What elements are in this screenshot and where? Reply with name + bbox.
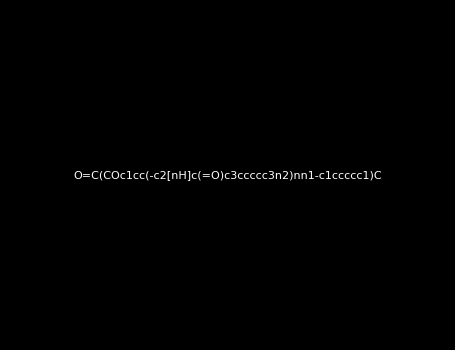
Text: O=C(COc1cc(-c2[nH]c(=O)c3ccccc3n2)nn1-c1ccccc1)C: O=C(COc1cc(-c2[nH]c(=O)c3ccccc3n2)nn1-c1… bbox=[73, 170, 382, 180]
